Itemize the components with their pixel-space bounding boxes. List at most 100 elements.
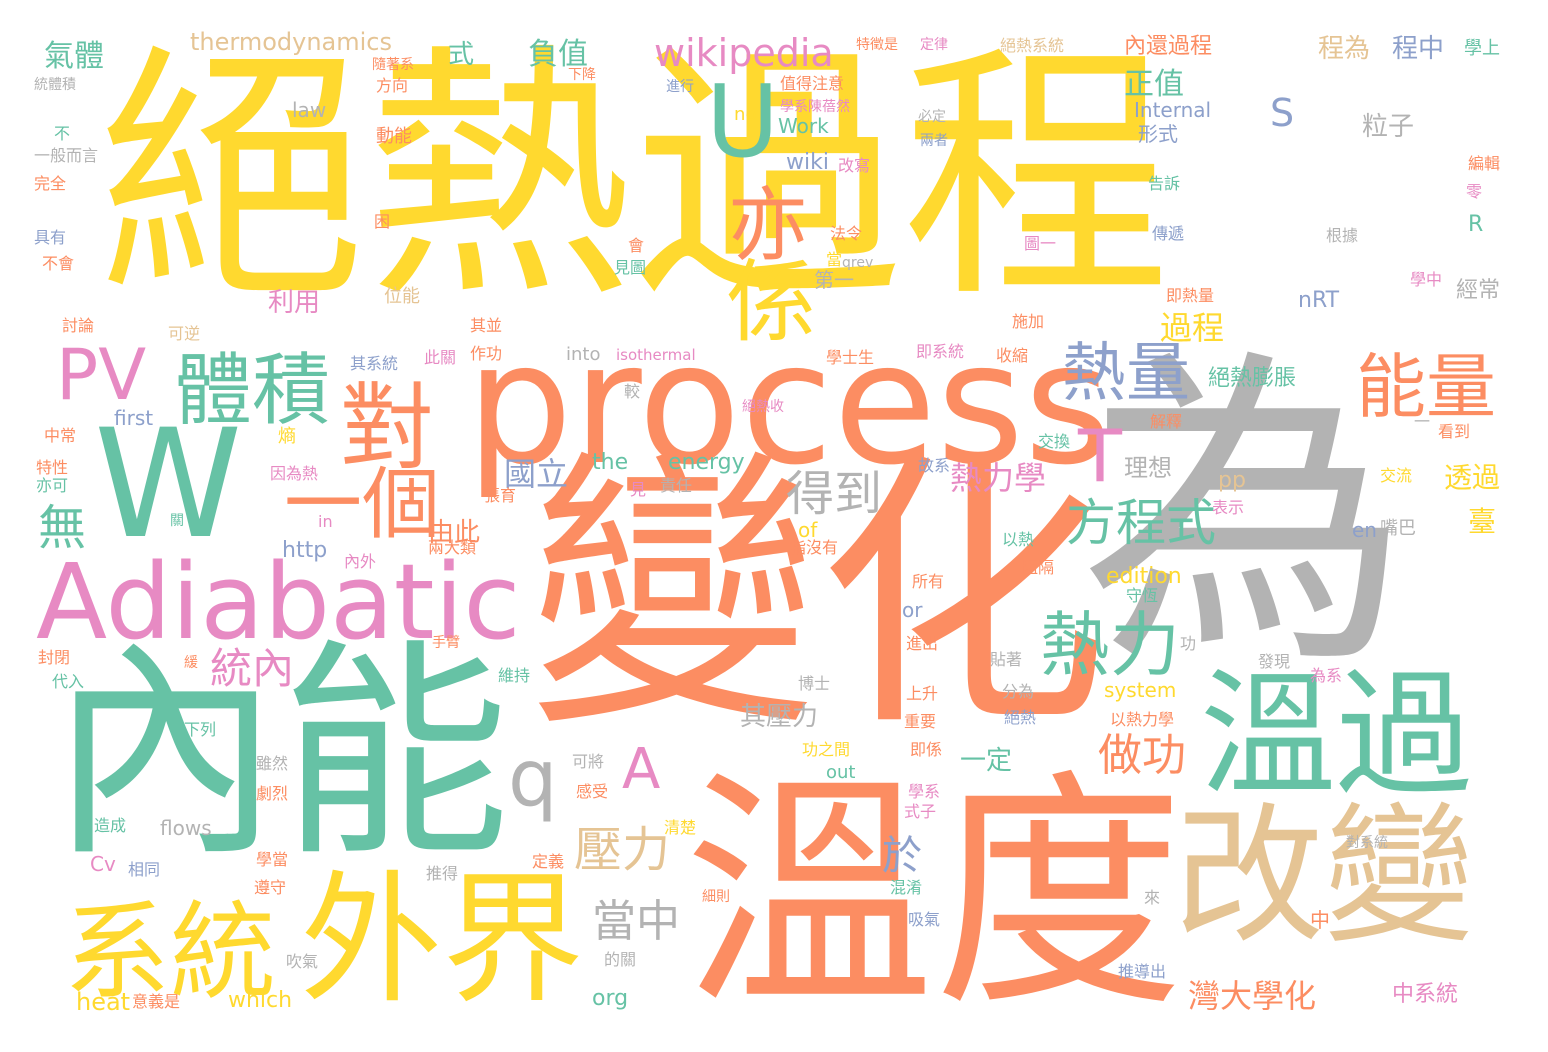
word-internal: Internal xyxy=(1134,98,1212,122)
word-commonly: 中常 xyxy=(44,426,77,445)
word-responsibility: 責任 xyxy=(660,476,693,495)
word-compare: 較 xyxy=(624,382,641,401)
word-u: U xyxy=(706,63,780,180)
word-volume: 體積 xyxy=(174,346,331,436)
word-feature: 特徵是 xyxy=(856,37,898,53)
word-wiki: wiki xyxy=(786,150,829,175)
word-feel: 感受 xyxy=(576,782,609,801)
word-adiabatic-contract: 絕熱收 xyxy=(742,399,784,415)
word-of: of xyxy=(798,518,818,542)
word-between-work: 功之間 xyxy=(802,740,851,759)
word-following: 下列 xyxy=(184,720,217,739)
word-to-system: 對系統 xyxy=(1346,835,1388,851)
word-discuss: 討論 xyxy=(62,316,95,335)
word-although: 雖然 xyxy=(256,754,289,773)
word-warm-pass: 溫過 xyxy=(1200,657,1472,815)
word-comply: 遵守 xyxy=(254,878,287,897)
word-s: S xyxy=(1270,91,1295,135)
word-change: 變化 xyxy=(528,428,1108,765)
word-derive-out: 推導出 xyxy=(1118,962,1167,981)
word-this-relation: 此關 xyxy=(424,348,457,367)
word-ntu-chem: 灣大學化 xyxy=(1188,977,1317,1015)
word-flows: flows xyxy=(160,816,212,840)
word-contract: 收縮 xyxy=(996,346,1029,365)
word-isothermal: isothermal xyxy=(616,346,696,364)
word-study-when: 學當 xyxy=(256,850,289,869)
word-gas: 氣體 xyxy=(44,39,104,74)
word-bachelor: 學士生 xyxy=(826,348,875,367)
word-which: which xyxy=(228,988,293,1013)
word-modify: 改變 xyxy=(1174,790,1475,964)
word-at: 於 xyxy=(882,833,922,879)
word-process-zh: 過程 xyxy=(1160,309,1225,347)
word-proceed: 進行 xyxy=(666,79,694,95)
word-both: 兩者 xyxy=(920,133,948,149)
word-wikipedia: wikipedia xyxy=(654,31,834,75)
word-apply: 施加 xyxy=(1012,312,1045,331)
word-when: 當 xyxy=(826,250,843,269)
word-means-no: 指沒有 xyxy=(790,538,839,557)
word-qrev: qrev xyxy=(842,255,874,271)
word-ideal: 理想 xyxy=(1124,454,1172,482)
word-obtain: 得到 xyxy=(786,466,883,522)
word-energy: energy xyxy=(668,450,745,475)
word-important: 重要 xyxy=(904,712,937,731)
word-barrier: 阻隔 xyxy=(1022,558,1055,577)
word-maintain: 維持 xyxy=(498,666,531,685)
word-difficult: 困 xyxy=(374,212,391,231)
word-i-e-relation: 即係 xyxy=(910,740,943,759)
word-kinetic-energy: 動能 xyxy=(376,126,412,147)
word-i-e-system: 即系統 xyxy=(916,342,965,361)
word-edition: edition xyxy=(1106,564,1182,589)
word-generally: 一般而言 xyxy=(34,146,99,165)
word-in-process: 程中 xyxy=(1392,34,1445,64)
word-or: or xyxy=(902,598,923,622)
word-property: 特性 xyxy=(36,458,69,477)
word-of-relation: 的關 xyxy=(604,950,637,969)
word-will: 會 xyxy=(628,236,645,255)
word-adiabatic: Adiabatic xyxy=(36,541,521,663)
word-formula: 式 xyxy=(448,40,475,70)
word-thermodynamics-zh: 熱力學 xyxy=(950,459,1047,497)
word-equation: 方程式 xyxy=(1066,494,1216,552)
word-among: 當中 xyxy=(592,896,680,947)
word-adiabatic-zh: 絕熱 xyxy=(1004,708,1037,727)
word-see-figure: 見圖 xyxy=(614,258,647,277)
word-complete: 完全 xyxy=(34,174,67,193)
word-by-thermodynamics: 以熱力學 xyxy=(1110,710,1175,729)
word-see-single: 見 xyxy=(630,480,647,499)
word-its-system: 其系統 xyxy=(350,354,399,373)
word-q: q xyxy=(508,734,558,824)
word-decree: 法令 xyxy=(830,224,863,243)
word-adiabatic-system: 絕熱系統 xyxy=(1000,36,1065,55)
word-adiabatic-process-zh: 絕熱過程 xyxy=(98,22,1170,334)
word-system-en: system xyxy=(1104,678,1177,702)
word-transfer: 傳遞 xyxy=(1152,224,1185,243)
word-negative: 負值 xyxy=(528,37,588,72)
word-internal-energy: 內能 xyxy=(50,621,511,888)
word-decline: 下降 xyxy=(568,67,596,83)
word-zero: 零 xyxy=(1466,182,1483,201)
word-temperature: 溫度 xyxy=(684,749,1184,1040)
word-wont: 不會 xyxy=(42,254,75,273)
word-reversible-process: 內還過程 xyxy=(1124,34,1213,59)
word-work-single: 功 xyxy=(1180,634,1197,653)
word-its-and: 其並 xyxy=(470,316,503,335)
word-can-make: 可將 xyxy=(572,752,605,771)
word-so-system: 故系 xyxy=(918,456,951,475)
word-inhale: 吸氣 xyxy=(908,910,941,929)
word-a: A xyxy=(622,737,661,802)
word-dept-chen: 學系陳蓓然 xyxy=(780,99,850,115)
word-rewrite: 改寫 xyxy=(838,156,871,175)
word-in-system: 中系統 xyxy=(1392,982,1459,1007)
word-potential-energy: 位能 xyxy=(384,286,420,307)
word-i-e-heat: 即熱量 xyxy=(1166,286,1215,305)
word-first: first xyxy=(114,406,154,430)
word-use: 利用 xyxy=(268,288,321,318)
word-all: 所有 xyxy=(912,572,945,591)
word-r: R xyxy=(1468,212,1484,237)
word-arm: 手臂 xyxy=(432,635,460,651)
word-confuse: 混淆 xyxy=(890,878,923,897)
word-explain: 解釋 xyxy=(1150,412,1183,431)
